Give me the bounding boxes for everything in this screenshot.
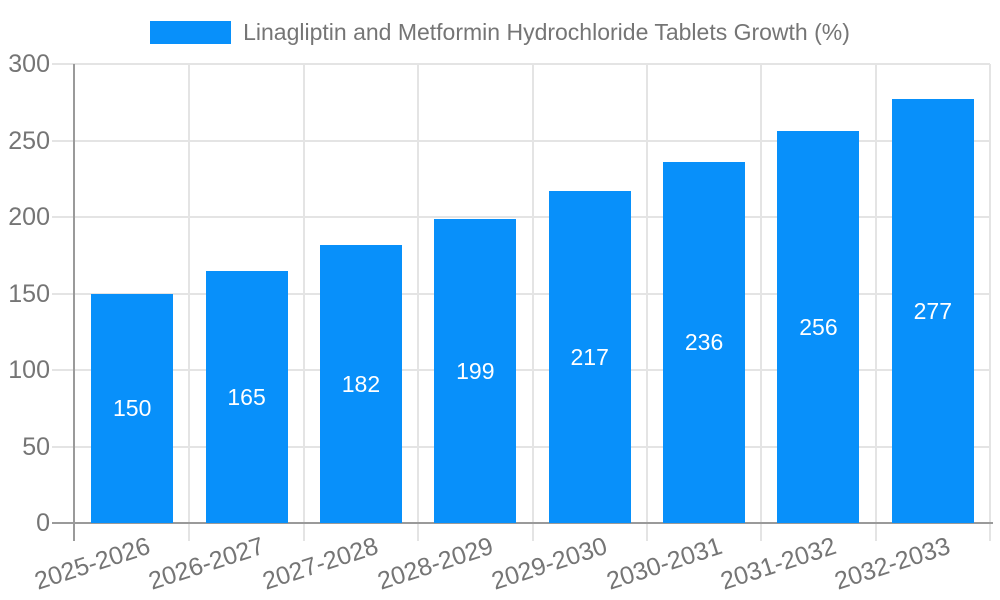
bar[interactable] — [319, 244, 402, 523]
x-axis-line — [52, 522, 993, 524]
x-tick-label: 2028-2029 — [373, 531, 497, 596]
bar[interactable] — [548, 190, 631, 523]
x-tick-label: 2031-2032 — [717, 531, 840, 596]
y-tick-label: 300 — [8, 50, 50, 78]
bar[interactable] — [434, 218, 517, 523]
bar-value-label: 199 — [456, 357, 495, 384]
bar-value-label: 277 — [913, 298, 952, 325]
y-tick-label: 100 — [8, 356, 50, 384]
y-tick-label: 50 — [22, 432, 50, 461]
grid-line-horizontal — [52, 369, 990, 371]
bar[interactable] — [891, 99, 974, 523]
y-tick-label: 250 — [8, 126, 50, 155]
grid-line-vertical — [302, 64, 305, 541]
grid-line-vertical — [874, 64, 877, 541]
x-tick-label: 2026-2027 — [145, 531, 268, 596]
bar-value-label: 165 — [227, 383, 266, 410]
grid-line-vertical — [760, 64, 763, 541]
x-tick-label: 2032-2033 — [831, 531, 954, 596]
x-tick-label: 2030-2031 — [602, 531, 726, 596]
bar-value-label: 236 — [684, 329, 724, 356]
x-tick-label: 2029-2030 — [488, 531, 611, 596]
bar-value-label: 256 — [799, 314, 838, 341]
grid-line-vertical — [531, 64, 534, 541]
y-tick-label: 200 — [8, 203, 50, 231]
grid-line-horizontal — [52, 63, 990, 65]
legend-swatch — [150, 20, 232, 44]
grid-line-vertical — [417, 64, 420, 541]
bar[interactable] — [777, 131, 860, 523]
bar-value-label: 217 — [570, 343, 609, 370]
chart-legend[interactable]: Linagliptin and Metformin Hydrochloride … — [0, 18, 1000, 46]
grid-line-vertical — [188, 64, 191, 541]
y-tick-label: 150 — [8, 279, 50, 308]
bar-value-label: 182 — [341, 370, 381, 397]
grid-line-vertical — [989, 64, 991, 541]
bar[interactable] — [91, 293, 174, 523]
grid-line-horizontal — [52, 292, 990, 295]
y-axis-line — [73, 64, 75, 541]
bar[interactable] — [205, 270, 288, 523]
bar-value-label: 150 — [113, 395, 152, 422]
x-tick-label: 2025-2026 — [30, 531, 154, 596]
x-tick-label: 2027-2028 — [259, 531, 382, 596]
legend-label: Linagliptin and Metformin Hydrochloride … — [243, 19, 850, 45]
grid-line-horizontal — [52, 216, 990, 218]
bar[interactable] — [663, 161, 746, 523]
grid-line-vertical — [645, 64, 648, 541]
grid-line-horizontal — [52, 445, 990, 448]
grid-line-horizontal — [52, 139, 990, 142]
y-tick-label: 0 — [36, 509, 50, 537]
